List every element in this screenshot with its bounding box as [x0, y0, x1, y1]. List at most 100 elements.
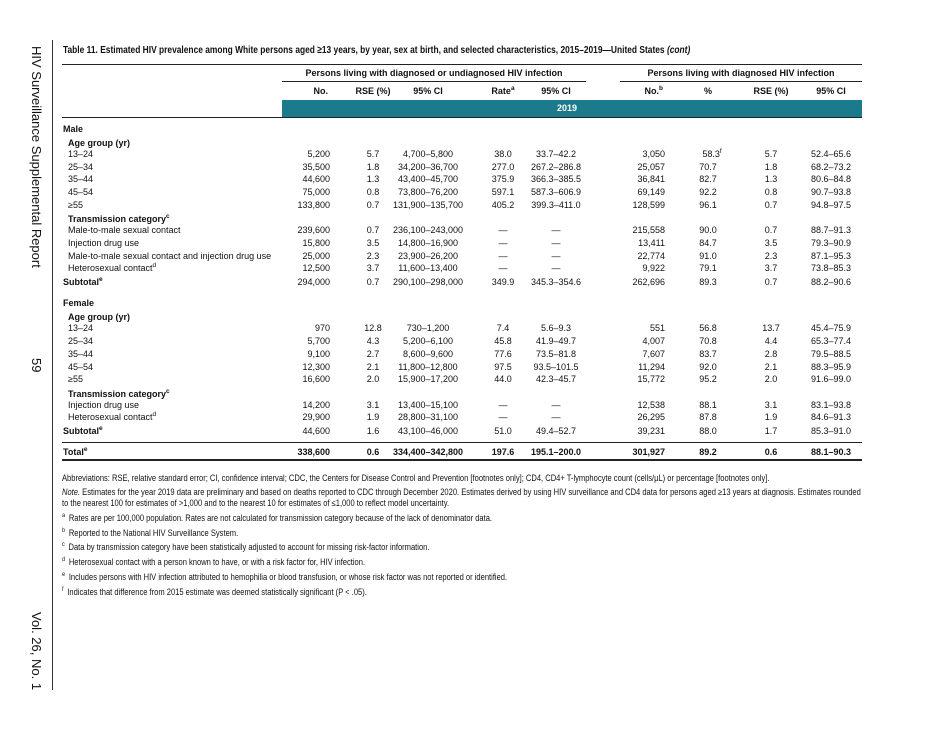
cell: 9,922: [525, 263, 665, 274]
cell-text: 70.7: [699, 161, 717, 172]
cell-text: 36,841: [637, 174, 665, 185]
cell: 236,100–243,000: [358, 225, 498, 236]
cell: 2.1: [701, 362, 841, 373]
cell-text: 3,050: [642, 149, 665, 159]
cell-text: 22,774: [637, 250, 665, 261]
cell-text: 43,400–45,700: [397, 174, 459, 185]
cell-text: 12.8: [364, 323, 382, 334]
cell: 44,600: [190, 426, 330, 437]
cell-text: 13,411: [638, 238, 665, 248]
rule: [62, 117, 862, 118]
cell-text: 5.6–9.3: [540, 323, 572, 334]
cell: 79.1: [638, 263, 778, 274]
cell: 7.4: [433, 323, 573, 334]
cell: 73.8–85.3: [761, 263, 901, 274]
row-label: 13–24: [68, 323, 93, 334]
cell-text: 90.7–93.8: [810, 187, 852, 198]
column-text: %: [703, 86, 712, 96]
group-text: Persons living with diagnosed or undiagn…: [305, 68, 563, 78]
cell-text: —: [498, 250, 508, 261]
cell-text: 128,599: [632, 199, 665, 210]
cell-text: 197.6: [491, 447, 515, 458]
superscript: d: [62, 556, 66, 564]
cell-text: 75,000: [302, 187, 330, 198]
cell: 95.2: [638, 374, 778, 385]
cell-text: 375.9: [491, 174, 515, 185]
cell-text: 3.5: [764, 238, 778, 248]
cell-text: 9,922: [642, 263, 665, 274]
label-text: Subtotal: [63, 426, 99, 437]
cell-text: 79.5–88.5: [810, 348, 852, 359]
cell-text: —: [551, 238, 561, 248]
cell: 87.1–95.3: [761, 251, 901, 262]
cell: 1.3: [701, 174, 841, 185]
cell: 77.6: [433, 349, 573, 360]
cell-text: 25,000: [302, 250, 330, 261]
cell-text: 9,100: [307, 348, 330, 359]
cell-text: 23,900–26,200: [397, 250, 459, 261]
column-text: 95% CI: [816, 86, 846, 96]
cell: 0.8: [303, 187, 443, 198]
cell: 84.7: [638, 238, 778, 249]
cell-text: 3.7: [366, 263, 380, 274]
cell: 68.2–73.2: [761, 162, 901, 173]
label-text: 35–44: [68, 174, 94, 185]
cell-text: 45.4–75.9: [810, 323, 852, 334]
cell-text: 195.1–200.0: [530, 447, 582, 458]
cell-text: 44.0: [494, 374, 512, 385]
cell-text: 597.1: [491, 187, 515, 198]
cell-text: 44,600: [302, 174, 330, 185]
cell-text: 88.3–95.9: [810, 361, 852, 372]
cell-text: 83.1–93.8: [810, 399, 852, 410]
cell-text: 0.8: [366, 187, 380, 198]
cell: 290,100–298,000: [358, 277, 498, 288]
row-label: Subtotale: [63, 277, 103, 288]
cell-text: 5,700: [307, 336, 330, 347]
cell: 88.7–91.3: [761, 225, 901, 236]
cell-text: 95.2: [699, 374, 717, 385]
cell-text: 88.1–90.3: [810, 447, 852, 458]
cell: 2.8: [701, 349, 841, 360]
cell: 58.3f: [638, 148, 782, 160]
cell: —: [486, 238, 626, 249]
cell: 13.7: [701, 323, 841, 334]
cell: 5.6–9.3: [486, 323, 626, 334]
cell: 1.8: [701, 162, 841, 173]
cell: —: [486, 251, 626, 262]
cell: 70.8: [638, 336, 778, 347]
cell-text: 1.8: [366, 161, 380, 172]
superscript: e: [99, 425, 103, 433]
label-text: Age group (yr): [68, 138, 130, 148]
cell-text: 349.9: [491, 277, 515, 288]
cell: 15,800: [190, 238, 330, 249]
cell: 79.5–88.5: [761, 349, 901, 360]
cell: 88.1: [638, 400, 778, 411]
cell: 405.2: [433, 200, 573, 211]
cell-text: 29,900: [302, 412, 330, 423]
cell: 12.8: [303, 323, 443, 334]
row-label: Injection drug use: [68, 400, 139, 411]
cell-text: 0.7: [764, 199, 778, 210]
abbreviations: Abbreviations: RSE, relative standard er…: [62, 473, 769, 484]
cell-text: 73.8–85.3: [810, 263, 852, 274]
cell-text: 7,607: [642, 348, 665, 359]
label-text: Male-to-male sexual contact and injectio…: [68, 250, 272, 261]
cell-text: 0.7: [764, 277, 778, 288]
cell: 2.0: [303, 374, 443, 385]
cell: 11,294: [525, 362, 665, 373]
cell-text: 277.0: [491, 161, 515, 172]
cell-text: 2.0: [366, 374, 380, 385]
cell: 375.9: [433, 174, 573, 185]
cell-text: 3.7: [764, 263, 778, 274]
superscript: b: [62, 526, 66, 534]
cell-text: 97.5: [494, 361, 512, 372]
cell-text: 131,900–135,700: [392, 199, 464, 210]
cell: 239,600: [190, 225, 330, 236]
cell: 338,600: [190, 447, 330, 458]
cell: 277.0: [433, 162, 573, 173]
cell: 1.9: [701, 412, 841, 423]
cell-text: 0.7: [764, 225, 778, 236]
cell-text: 0.6: [764, 447, 778, 458]
cell-text: 12,300: [302, 361, 330, 372]
cell: 3.1: [303, 400, 443, 411]
